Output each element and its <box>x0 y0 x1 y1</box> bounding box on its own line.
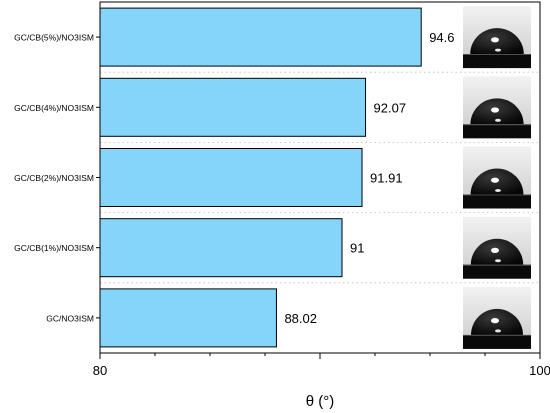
category-label: GC/CB(5%)/NO3ISM <box>14 33 94 43</box>
category-label: GC/CB(1%)/NO3ISM <box>14 243 94 253</box>
bar-value-label: 94.6 <box>429 30 454 45</box>
droplet-photo <box>463 286 531 349</box>
bar-value-labels: 94.6 92.07 91.91 91 88.02 <box>284 30 454 326</box>
bar-value-label: 91 <box>350 241 364 256</box>
bar <box>99 7 422 67</box>
bar <box>99 77 367 137</box>
droplet-photo <box>463 76 531 139</box>
x-tick-label: 80 <box>93 363 107 378</box>
bar <box>99 218 343 278</box>
x-tick-label: 100 <box>529 363 550 378</box>
droplet-photos <box>463 6 531 349</box>
bar-value-label: 91.91 <box>370 171 403 186</box>
y-axis-category-labels: GC/CB(5%)/NO3ISM GC/CB(4%)/NO3ISM GC/CB(2%… <box>14 33 94 324</box>
bar-value-label: 88.02 <box>284 311 317 326</box>
grid-layer <box>100 71 540 284</box>
bar <box>99 148 363 207</box>
bar <box>99 288 277 348</box>
category-label: GC/CB(4%)/NO3ISM <box>14 103 94 113</box>
droplet-photo <box>463 146 531 209</box>
x-axis-label: θ (°) <box>306 393 335 410</box>
bar-value-label: 92.07 <box>374 100 407 115</box>
bars-layer <box>99 7 422 348</box>
droplet-photo <box>463 216 531 279</box>
category-label: GC/NO3ISM <box>46 313 94 323</box>
x-axis-ticks: 80 100 <box>93 36 550 378</box>
droplet-photo <box>463 6 531 69</box>
category-label: GC/CB(2%)/NO3ISM <box>14 173 94 183</box>
